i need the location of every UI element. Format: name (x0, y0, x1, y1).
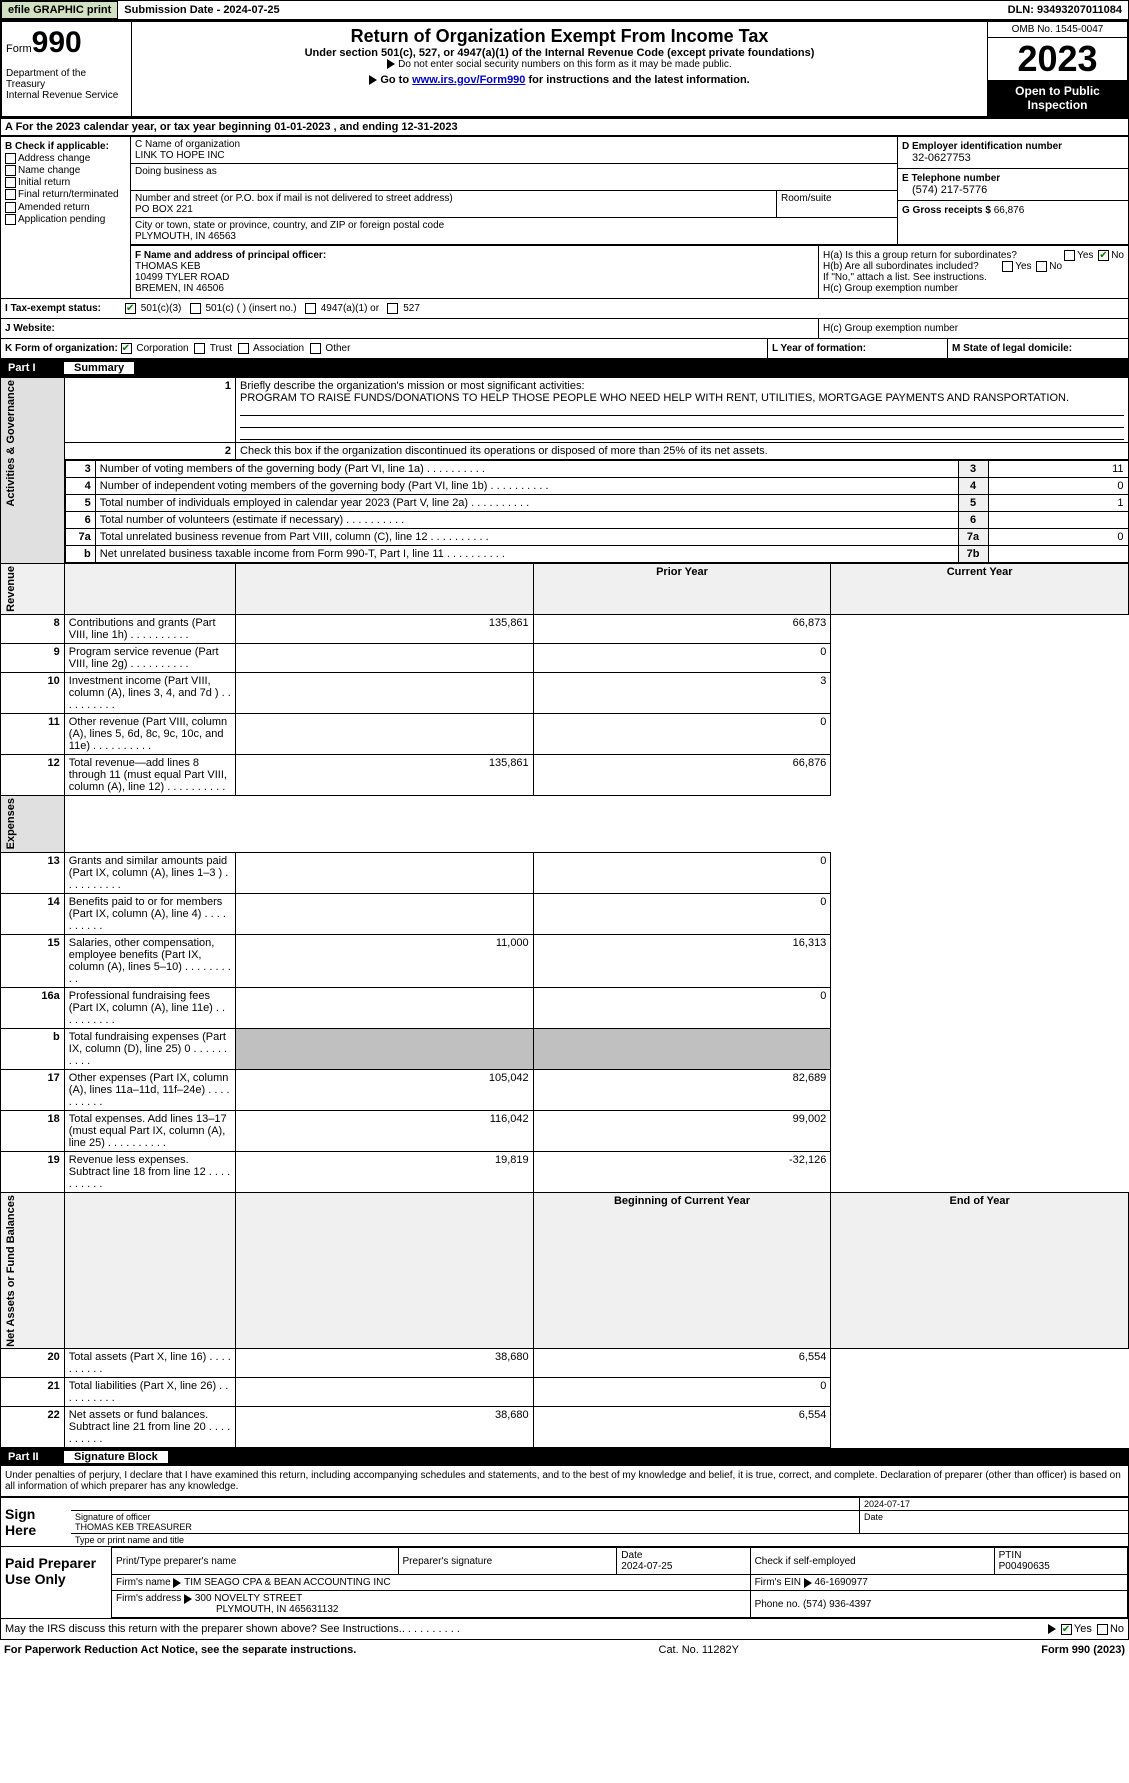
tax-status-checkbox[interactable] (387, 303, 398, 314)
form-number: 990 (32, 26, 82, 59)
org-form-checkbox[interactable] (194, 343, 205, 354)
dln: DLN: 93493207011084 (1002, 2, 1128, 18)
mission-text: PROGRAM TO RAISE FUNDS/DONATIONS TO HELP… (240, 392, 1069, 404)
boxb-option[interactable]: Application pending (5, 214, 126, 225)
summary-table: Activities & Governance 1 Briefly descri… (0, 377, 1129, 1448)
efile-print-button[interactable]: efile GRAPHIC print (1, 1, 118, 19)
section-b: B Check if applicable: Address changeNam… (1, 137, 131, 298)
discuss-row: May the IRS discuss this return with the… (0, 1619, 1129, 1640)
boxb-option[interactable]: Address change (5, 153, 126, 164)
org-form-checkbox[interactable] (310, 343, 321, 354)
form-title: Return of Organization Exempt From Incom… (136, 26, 983, 47)
irs-link[interactable]: www.irs.gov/Form990 (412, 74, 525, 86)
boxb-option[interactable]: Amended return (5, 202, 126, 213)
ha-no-checkbox[interactable] (1098, 250, 1109, 261)
boxb-option[interactable]: Name change (5, 165, 126, 176)
org-city: PLYMOUTH, IN 46563 (135, 231, 236, 242)
sign-here-block: Sign Here 2024-07-17 Signature of office… (0, 1497, 1129, 1547)
boxb-option[interactable]: Initial return (5, 177, 126, 188)
page-footer: For Paperwork Reduction Act Notice, see … (0, 1640, 1129, 1660)
org-form-checkbox[interactable] (238, 343, 249, 354)
prep-date: 2024-07-25 (621, 1561, 672, 1572)
ssn-notice: Do not enter social security numbers on … (398, 59, 731, 70)
top-bar: efile GRAPHIC print Submission Date - 20… (0, 0, 1129, 20)
hb-yes-checkbox[interactable] (1002, 261, 1013, 272)
firm-name: TIM SEAGO CPA & BEAN ACCOUNTING INC (184, 1577, 391, 1588)
form-header: Form990 Department of the Treasury Inter… (0, 20, 1129, 118)
submission-date: Submission Date - 2024-07-25 (118, 2, 285, 18)
tax-status-checkbox[interactable] (190, 303, 201, 314)
tax-status-checkbox[interactable] (305, 303, 316, 314)
omb-number: OMB No. 1545-0047 (988, 22, 1127, 38)
open-public-badge: Open to Public Inspection (988, 80, 1127, 116)
sig-date: 2024-07-17 (864, 1499, 910, 1509)
officer-name: THOMAS KEB (135, 261, 201, 272)
section-a: A For the 2023 calendar year, or tax yea… (0, 118, 1129, 136)
ein: 32-0627753 (902, 152, 1124, 164)
paid-preparer-block: Paid Preparer Use Only Print/Type prepar… (0, 1547, 1129, 1619)
gross-receipts: 66,876 (994, 205, 1025, 216)
tax-year: 2023 (988, 38, 1127, 80)
org-name: LINK TO HOPE INC (135, 150, 225, 161)
perjury-statement: Under penalties of perjury, I declare th… (0, 1466, 1129, 1497)
triangle-icon (173, 1578, 181, 1588)
firm-ein: 46-1690977 (814, 1577, 867, 1588)
officer-sig-name: THOMAS KEB TREASURER (75, 1522, 192, 1532)
triangle-icon (387, 59, 395, 69)
form-label: Form (6, 43, 32, 55)
discuss-no-checkbox[interactable] (1097, 1624, 1108, 1635)
org-street: PO BOX 221 (135, 204, 193, 215)
boxb-option[interactable]: Final return/terminated (5, 189, 126, 200)
triangle-icon (369, 75, 377, 85)
ha-yes-checkbox[interactable] (1064, 250, 1075, 261)
triangle-icon (1048, 1624, 1056, 1634)
firm-phone: (574) 936-4397 (803, 1599, 871, 1610)
treasury-dept: Department of the Treasury Internal Reve… (6, 68, 127, 101)
phone: (574) 217-5776 (902, 184, 1124, 196)
part2-header: Part II Signature Block (0, 1448, 1129, 1466)
form-subtitle: Under section 501(c), 527, or 4947(a)(1)… (136, 47, 983, 59)
hb-no-checkbox[interactable] (1036, 261, 1047, 272)
tax-status-checkbox[interactable] (125, 303, 136, 314)
org-form-checkbox[interactable] (121, 343, 132, 354)
discuss-yes-checkbox[interactable] (1061, 1624, 1072, 1635)
ptin: P00490635 (999, 1561, 1050, 1572)
triangle-icon (184, 1594, 192, 1604)
triangle-icon (804, 1578, 812, 1588)
part1-header: Part I Summary (0, 359, 1129, 377)
